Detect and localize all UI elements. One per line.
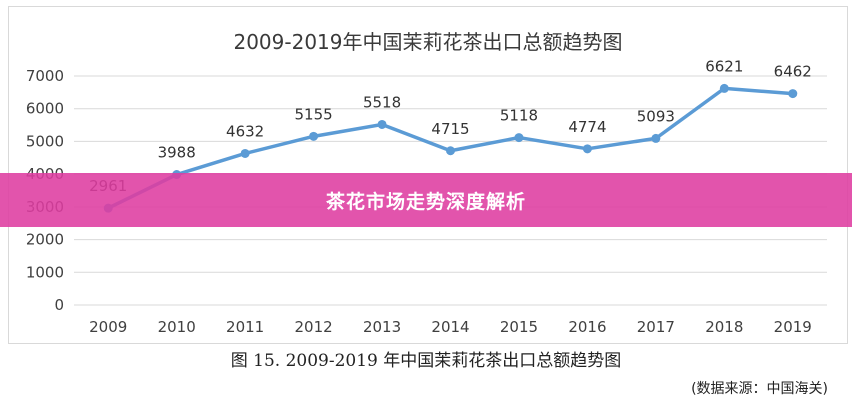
data-label-2011: 4632 — [226, 122, 264, 140]
data-point-2014 — [446, 146, 455, 156]
data-label-2017: 5093 — [637, 107, 675, 125]
data-label-2013: 5518 — [363, 93, 401, 111]
y-tick-label-2000: 2000 — [26, 231, 64, 249]
data-point-2015 — [514, 133, 524, 143]
x-tick-label-2012: 2012 — [294, 318, 332, 336]
data-point-2013 — [377, 119, 387, 129]
data-label-2019: 6462 — [774, 63, 812, 81]
data-label-2012: 5155 — [294, 105, 332, 123]
source-note: (数据来源：中国海关) — [691, 381, 828, 397]
x-tick-label-2019: 2019 — [774, 318, 812, 336]
x-tick-label-2015: 2015 — [500, 318, 538, 336]
x-tick-label-2011: 2011 — [226, 318, 264, 336]
data-label-2010: 3988 — [158, 144, 196, 162]
y-tick-label-1000: 1000 — [26, 263, 64, 281]
x-axis-ticks: 2009 2010 2011 2012 2013 2014 2015 2016 2017 2018… — [89, 318, 812, 336]
data-point-2016 — [582, 144, 592, 154]
figure-caption: 图 15. 2009-2019 年中国茉莉花茶出口总额趋势图 — [230, 351, 622, 371]
data-labels: 2961398846325155551847155118477450936621… — [89, 57, 812, 195]
data-point-2011 — [240, 148, 250, 158]
data-point-2019 — [788, 89, 798, 99]
data-point-2012 — [309, 131, 319, 141]
y-tick-label-7000: 7000 — [26, 67, 64, 85]
chart-title: 2009-2019年中国茉莉花茶出口总额趋势图 — [233, 30, 622, 54]
y-tick-label-6000: 6000 — [26, 100, 64, 118]
x-tick-label-2014: 2014 — [431, 318, 469, 336]
x-tick-label-2018: 2018 — [705, 318, 743, 336]
y-tick-label-0: 0 — [54, 296, 64, 314]
x-tick-label-2010: 2010 — [158, 318, 196, 336]
data-label-2015: 5118 — [500, 107, 538, 125]
x-tick-label-2016: 2016 — [568, 318, 606, 336]
x-tick-label-2017: 2017 — [637, 318, 675, 336]
overlay-banner: 茶花市场走势深度解析 — [0, 173, 852, 227]
x-tick-label-2013: 2013 — [363, 318, 401, 336]
data-label-2014: 4715 — [431, 120, 469, 138]
data-point-2017 — [651, 133, 661, 143]
y-tick-label-5000: 5000 — [26, 132, 64, 150]
data-label-2018: 6621 — [705, 57, 743, 75]
data-label-2016: 4774 — [568, 118, 606, 136]
banner-title: 茶花市场走势深度解析 — [325, 190, 526, 213]
data-point-2018 — [719, 83, 729, 93]
x-tick-label-2009: 2009 — [89, 318, 127, 336]
